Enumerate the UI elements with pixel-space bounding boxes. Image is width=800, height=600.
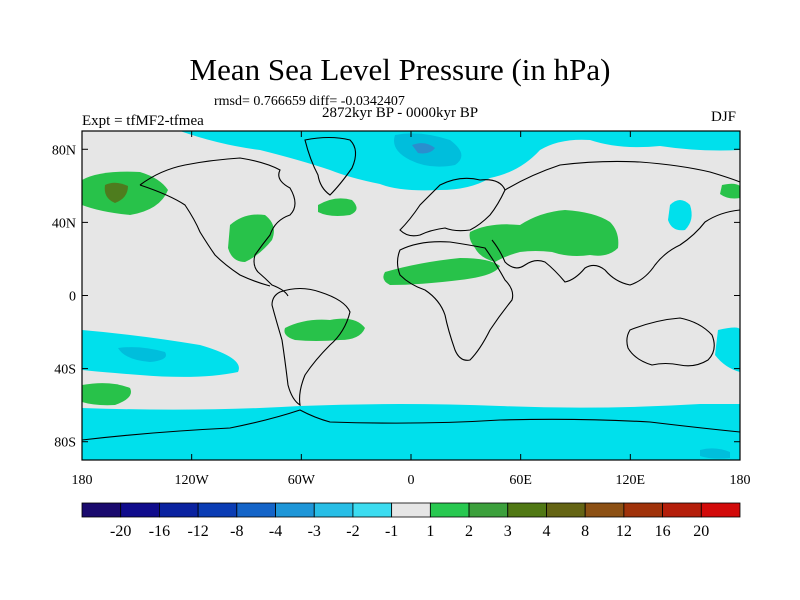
colorbar-label: -20 (110, 523, 131, 540)
rmsd-text: rmsd= 0.766659 diff= -0.0342407 (214, 94, 405, 109)
coastline-antarctica (82, 409, 740, 441)
map-title: Mean Sea Level Pressure (in hPa) (189, 52, 611, 87)
season-text: DJF (711, 109, 737, 125)
colorbar-swatch (700, 502, 741, 518)
latitude-axis: 80N 40N 0 40S 80S (52, 143, 740, 451)
sahara-positive-region (383, 258, 500, 285)
colorbar-label: 1 (426, 523, 434, 540)
colorbar-swatch (313, 502, 354, 518)
coastline-greenland (304, 136, 357, 196)
experiment-text: Expt = tfMF2-tfmea (82, 113, 204, 129)
coastline-australia (626, 317, 715, 367)
australia-east-negative-region (715, 327, 740, 372)
colorbar-label: -12 (187, 523, 208, 540)
colorbar-swatch (584, 502, 625, 518)
lon-tick-label: 120E (616, 473, 646, 488)
southern-ocean-negative-patch (700, 448, 730, 459)
longitude-axis: 180 120W 60W 0 60E 120E 180 (72, 131, 751, 488)
coastline-south-america (271, 287, 351, 407)
colorbar-label: -16 (149, 523, 170, 540)
colorbar-swatch (623, 502, 663, 518)
period-text: 2872kyr BP - 0000kyr BP (322, 105, 479, 121)
south-pacific-negative-core (118, 347, 166, 362)
lon-tick-label: 60W (288, 473, 316, 488)
lat-tick-label: 80S (54, 436, 76, 451)
colorbar-swatch (197, 502, 238, 518)
south-atlantic-positive-region (284, 318, 365, 341)
colorbar-label: -2 (346, 523, 359, 540)
coastlines (82, 136, 740, 441)
colorbar-swatch (429, 502, 470, 518)
lon-tick-label: 120W (175, 473, 210, 488)
lon-tick-label: 180 (72, 473, 93, 488)
north-pacific-positive-core (104, 182, 128, 203)
lat-tick-label: 80N (52, 143, 76, 158)
lat-tick-label: 40S (54, 363, 76, 378)
lon-tick-label: 180 (730, 473, 751, 488)
lat-tick-label: 0 (69, 290, 76, 305)
coastline-europe (399, 177, 506, 237)
colorbar-swatch (159, 502, 199, 518)
north-pacific-positive-east (720, 183, 740, 199)
colorbar-label: 16 (655, 523, 671, 540)
colorbar-swatch (468, 502, 509, 518)
colorbar-label: 12 (616, 523, 632, 540)
colorbar-swatch (546, 502, 586, 518)
coastline-asia (491, 160, 740, 286)
southern-ocean-negative-region (82, 404, 740, 460)
colorbar-label: -3 (308, 523, 321, 540)
colorbar-label: -4 (269, 523, 282, 540)
japan-negative-region (668, 200, 692, 231)
asia-positive-region (469, 210, 619, 262)
arctic-negative-region (180, 131, 740, 191)
colorbar-swatch (352, 502, 393, 518)
colorbar-label: -8 (230, 523, 243, 540)
colorbar-swatch (662, 502, 702, 518)
colorbar-label: 8 (581, 523, 589, 540)
arctic-negative-inner (412, 143, 435, 154)
north-atlantic-positive-region (318, 198, 357, 216)
coastline-north-america (139, 157, 296, 297)
coastline-africa (396, 241, 514, 361)
north-america-positive-region (228, 214, 274, 262)
anomaly-field (82, 131, 740, 460)
south-pacific-50s-positive-region (82, 383, 131, 406)
colorbar-label: 4 (542, 523, 550, 540)
colorbar-label: 20 (693, 523, 709, 540)
colorbar-swatch (391, 502, 431, 518)
coastline-north-america-west (139, 184, 271, 287)
colorbar-swatch (507, 502, 547, 518)
colorbar: -20 -16 -12 -8 -4 -3 -2 -1 1 2 3 4 8 12 16 20 (81, 502, 741, 540)
lon-tick-label: 60E (509, 473, 532, 488)
lat-tick-label: 40N (52, 216, 76, 231)
colorbar-label: 2 (465, 523, 473, 540)
lon-tick-label: 0 (408, 473, 415, 488)
colorbar-label: 3 (504, 523, 512, 540)
colorbar-swatch (120, 502, 160, 518)
colorbar-swatch (236, 502, 276, 518)
colorbar-swatch (81, 502, 122, 518)
colorbar-label: -1 (385, 523, 398, 540)
colorbar-swatch (275, 502, 315, 518)
